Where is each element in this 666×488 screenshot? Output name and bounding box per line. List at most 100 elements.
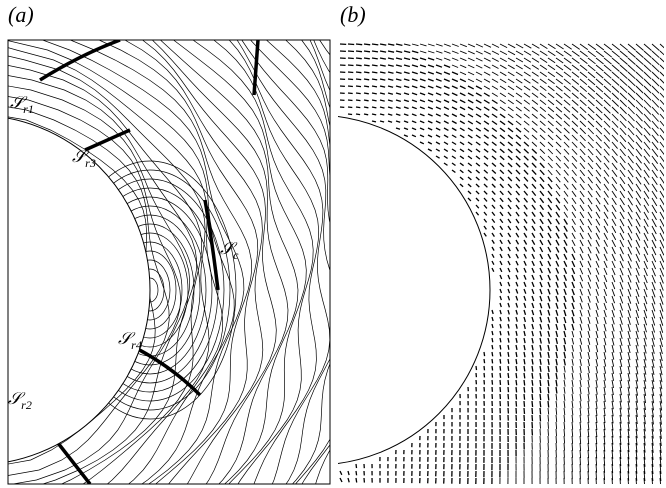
- vector: [580, 128, 586, 134]
- vector: [628, 282, 631, 290]
- vector: [572, 93, 579, 99]
- vector: [516, 338, 517, 343]
- vector: [596, 205, 600, 211]
- vector: [596, 135, 602, 141]
- vector: [556, 72, 563, 77]
- vector: [548, 170, 552, 175]
- vector: [468, 79, 474, 82]
- vector: [540, 44, 547, 49]
- vector: [532, 135, 537, 140]
- vector: [660, 163, 666, 171]
- vector: [644, 142, 650, 150]
- vector: [540, 394, 541, 400]
- vector: [588, 79, 595, 85]
- vector: [620, 247, 624, 254]
- vector: [540, 142, 545, 147]
- vector: [572, 205, 576, 211]
- vector: [572, 198, 576, 204]
- vector: [580, 184, 584, 190]
- vector: [524, 170, 528, 174]
- vector: [620, 373, 622, 381]
- vector: [572, 191, 576, 197]
- vector: [508, 51, 515, 55]
- vector: [492, 352, 493, 356]
- vector: [388, 121, 392, 122]
- vector: [628, 219, 632, 226]
- vector: [564, 135, 569, 140]
- vector: [652, 275, 655, 283]
- vector: [532, 198, 536, 203]
- vector: [412, 107, 417, 109]
- vector: [524, 177, 528, 181]
- vector: [524, 268, 526, 273]
- vector: [548, 303, 550, 309]
- vector: [492, 121, 497, 125]
- vector: [596, 233, 600, 240]
- vector: [412, 86, 417, 88]
- vector: [612, 331, 614, 339]
- vector: [660, 93, 666, 100]
- vector: [540, 114, 546, 119]
- vector: [524, 359, 525, 364]
- vector: [628, 177, 633, 184]
- vector: [508, 296, 510, 300]
- vector: [500, 128, 505, 132]
- vector: [404, 93, 409, 95]
- vector: [500, 247, 502, 251]
- vector: [636, 58, 644, 65]
- vector: [596, 289, 599, 296]
- vector: [580, 65, 587, 71]
- vector: [500, 373, 501, 378]
- vector: [492, 380, 493, 385]
- vector: [644, 86, 651, 93]
- vector: [476, 170, 480, 173]
- vector: [436, 135, 440, 137]
- vector: [556, 408, 557, 415]
- vector: [396, 86, 401, 87]
- vector: [636, 289, 639, 297]
- vector: [580, 205, 584, 211]
- vector: [620, 51, 628, 57]
- vector: [412, 65, 418, 67]
- vector: [644, 198, 649, 206]
- vector: [524, 303, 526, 308]
- vector: [580, 443, 581, 451]
- vector: [412, 51, 418, 53]
- vector: [508, 240, 510, 244]
- vector: [564, 338, 566, 344]
- vector: [500, 380, 501, 385]
- vector: [388, 58, 394, 59]
- vector: [604, 226, 608, 233]
- vector: [516, 44, 523, 48]
- vector: [620, 128, 626, 135]
- vector: [572, 135, 577, 141]
- vector: [588, 380, 589, 387]
- vector: [484, 170, 488, 173]
- vector: [604, 359, 606, 367]
- vector: [500, 142, 505, 146]
- figure: (a) (b) 𝒮r1 𝒮r3 𝒮c 𝒮r4 𝒮r2: [0, 0, 666, 488]
- vector: [604, 79, 611, 85]
- vector: [548, 373, 549, 379]
- vector: [492, 191, 495, 195]
- vector: [620, 275, 623, 282]
- vector: [636, 254, 640, 262]
- vector: [460, 114, 465, 117]
- vector: [340, 478, 342, 482]
- vector: [564, 205, 568, 211]
- vector: [660, 212, 665, 220]
- vector: [564, 373, 565, 380]
- vector: [556, 114, 562, 119]
- vector: [596, 422, 597, 430]
- vector: [516, 289, 518, 294]
- vector: [412, 100, 417, 102]
- vector: [348, 44, 354, 45]
- vector: [580, 240, 583, 246]
- vector: [564, 128, 570, 133]
- vector: [580, 429, 581, 437]
- vector: [588, 128, 594, 134]
- vector: [548, 191, 552, 196]
- vector: [372, 72, 377, 73]
- vector: [580, 51, 588, 57]
- vector: [380, 121, 384, 122]
